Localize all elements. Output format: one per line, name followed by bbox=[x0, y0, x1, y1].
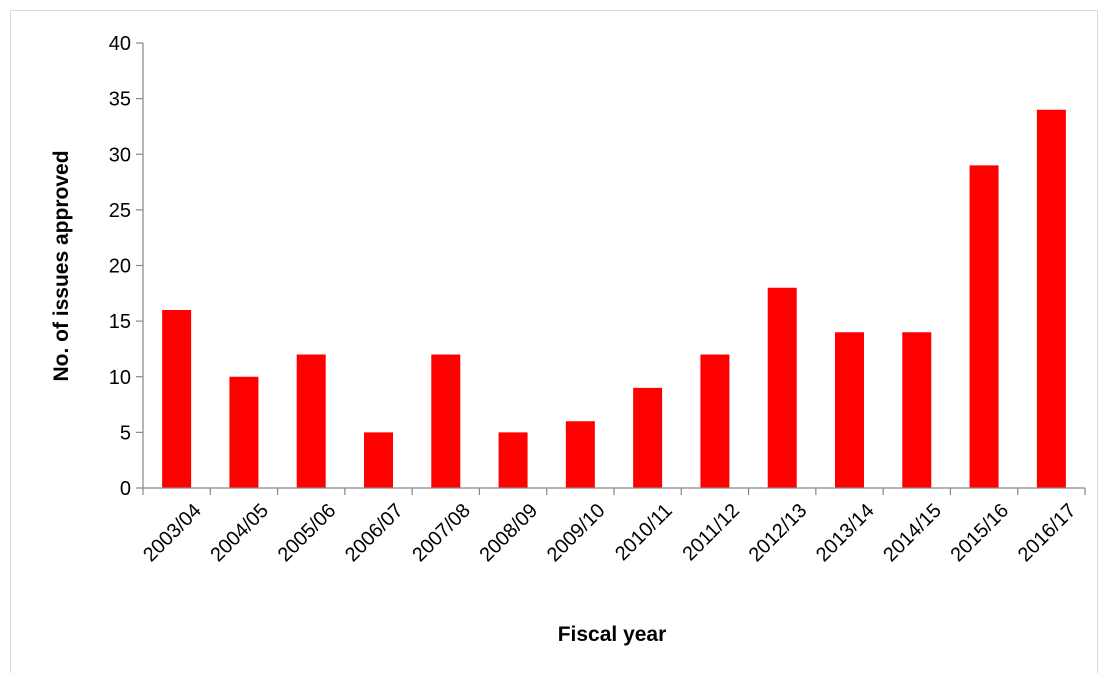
x-tick-label: 2007/08 bbox=[408, 500, 475, 567]
x-tick-label: 2011/12 bbox=[678, 500, 744, 566]
bar-2007/08 bbox=[431, 354, 461, 488]
y-tick-label: 25 bbox=[109, 200, 131, 222]
bar-2006/07 bbox=[364, 432, 393, 488]
chart-frame bbox=[10, 10, 1098, 673]
bar-2010/11 bbox=[633, 387, 663, 488]
x-tick-label: 2004/05 bbox=[206, 500, 273, 567]
bar-2013/14 bbox=[835, 332, 864, 488]
bar-2014/15 bbox=[902, 332, 932, 488]
bar-2015/16 bbox=[969, 165, 999, 488]
x-axis-title: Fiscal year bbox=[558, 623, 667, 646]
y-tick-label: 10 bbox=[109, 367, 131, 389]
y-tick-label: 5 bbox=[120, 422, 131, 444]
bar-2008/09 bbox=[498, 432, 528, 488]
bars-group bbox=[162, 109, 1066, 488]
y-axis: 0 5 10 15 20 25 30 35 40 bbox=[109, 33, 144, 500]
y-tick-label: 15 bbox=[109, 311, 131, 333]
y-axis-title: No. of issues approved bbox=[50, 150, 73, 381]
x-tick-label: 2016/17 bbox=[1014, 500, 1081, 567]
y-tick-label: 0 bbox=[120, 478, 131, 500]
bar-2003/04 bbox=[162, 310, 192, 488]
x-tick-label: 2012/13 bbox=[745, 500, 812, 567]
x-tick-label: 2014/15 bbox=[879, 500, 946, 567]
x-tick-label: 2008/09 bbox=[476, 500, 543, 567]
y-tick-label: 35 bbox=[109, 89, 131, 111]
x-tick-label: 2010/11 bbox=[611, 500, 677, 566]
x-tick-label: 2013/14 bbox=[812, 500, 879, 567]
bar-2016/17 bbox=[1036, 109, 1066, 488]
y-tick-label: 40 bbox=[109, 33, 131, 55]
bar-2005/06 bbox=[296, 354, 326, 488]
bar-2012/13 bbox=[767, 287, 797, 488]
x-tick-label: 2003/04 bbox=[139, 500, 206, 567]
x-tick-label: 2009/10 bbox=[543, 500, 610, 567]
x-axis: 2003/04 2004/05 2005/06 2006/07 2007/08 2008/… bbox=[139, 487, 1086, 567]
x-tick-label: 2006/07 bbox=[341, 500, 408, 567]
bar-2004/05 bbox=[229, 376, 259, 488]
y-tick-label: 20 bbox=[109, 256, 131, 278]
x-tick-label: 2005/06 bbox=[274, 500, 341, 567]
bar-2009/10 bbox=[565, 421, 595, 488]
y-tick-label: 30 bbox=[109, 144, 131, 166]
bar-2011/12 bbox=[700, 354, 730, 488]
x-tick-label: 2015/16 bbox=[947, 500, 1014, 567]
